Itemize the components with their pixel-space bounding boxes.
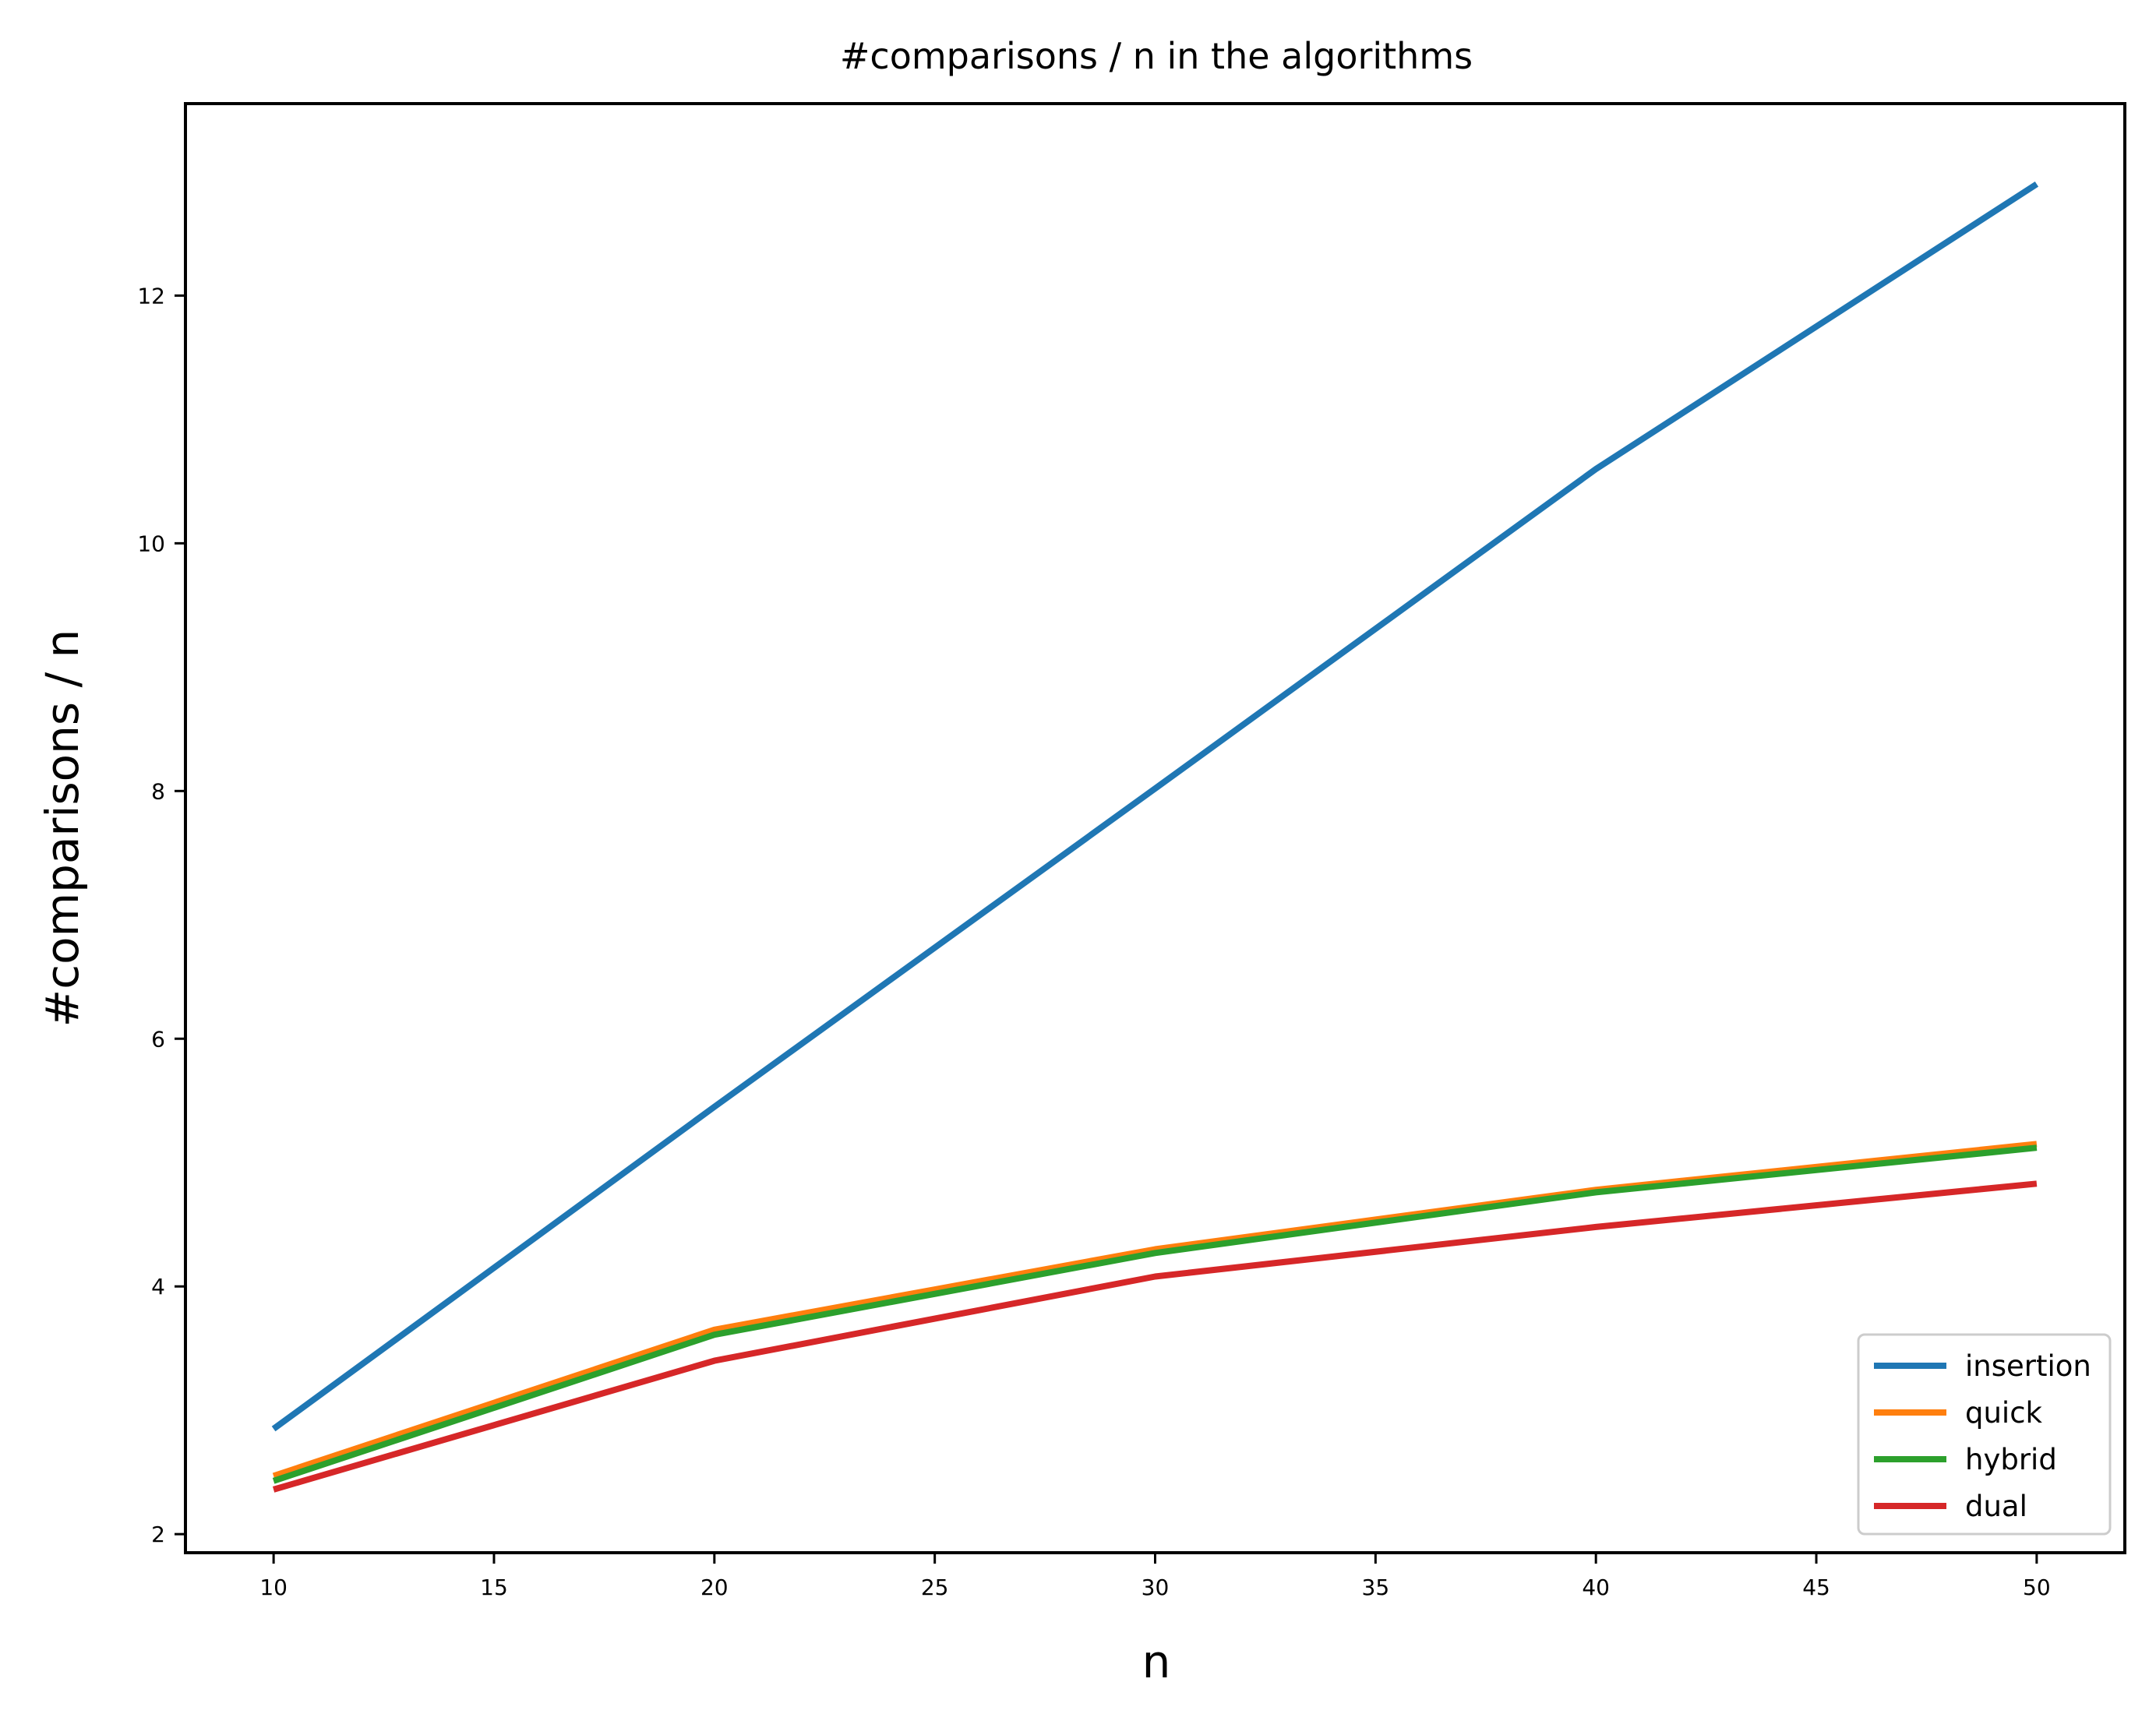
y-tick-label: 6 bbox=[151, 1026, 165, 1052]
legend-label-hybrid: hybrid bbox=[1965, 1443, 2057, 1476]
x-axis-ticks: 10 15 20 25 30 35 40 45 50 bbox=[259, 1553, 2051, 1600]
chart-title: #comparisons / n in the algorithms bbox=[840, 35, 1473, 77]
y-tick-label: 12 bbox=[137, 283, 165, 309]
x-tick-label: 40 bbox=[1582, 1575, 1610, 1600]
x-tick-label: 10 bbox=[259, 1575, 288, 1600]
x-tick-label: 35 bbox=[1362, 1575, 1390, 1600]
series-line-insertion bbox=[271, 181, 2039, 1432]
x-tick-label: 50 bbox=[2023, 1575, 2051, 1600]
x-tick-label: 25 bbox=[921, 1575, 949, 1600]
legend-label-dual: dual bbox=[1965, 1490, 2027, 1523]
y-axis-ticks: 2 4 6 8 10 12 bbox=[137, 283, 185, 1547]
x-tick-label: 30 bbox=[1142, 1575, 1170, 1600]
x-axis-label: n bbox=[1142, 1635, 1171, 1688]
legend: insertion quick hybrid dual bbox=[1857, 1333, 2112, 1536]
legend-box bbox=[1857, 1333, 2112, 1536]
y-tick-label: 2 bbox=[151, 1522, 165, 1547]
legend-label-insertion: insertion bbox=[1965, 1349, 2091, 1383]
series-line-hybrid bbox=[272, 1144, 2038, 1484]
series-line-quick bbox=[272, 1141, 2038, 1479]
x-tick-label: 45 bbox=[1802, 1575, 1830, 1600]
series-line-dual bbox=[272, 1180, 2038, 1493]
y-axis-label: #comparisons / n bbox=[36, 630, 89, 1028]
y-tick-label: 8 bbox=[151, 778, 165, 804]
x-tick-label: 15 bbox=[480, 1575, 508, 1600]
y-tick-label: 4 bbox=[151, 1274, 165, 1300]
y-tick-label: 10 bbox=[137, 531, 165, 556]
x-tick-label: 20 bbox=[700, 1575, 729, 1600]
plot-frame bbox=[184, 102, 2126, 1554]
legend-label-quick: quick bbox=[1965, 1396, 2043, 1430]
series-lines bbox=[271, 181, 2039, 1493]
